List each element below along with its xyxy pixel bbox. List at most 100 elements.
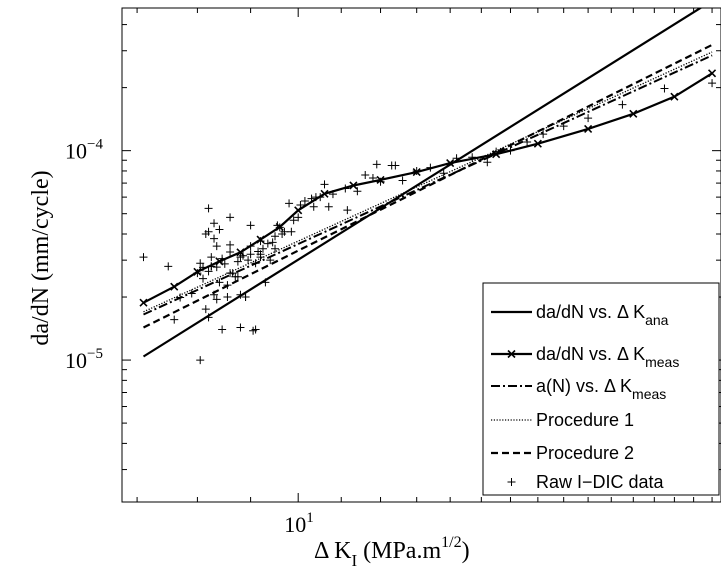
raw-point (220, 259, 229, 268)
series-marker (349, 181, 358, 190)
series-line-1 (142, 8, 703, 358)
legend-label: Procedure 1 (536, 410, 634, 430)
series-marker (170, 282, 179, 291)
raw-point (236, 290, 245, 299)
raw-point (296, 201, 305, 210)
raw-point (207, 262, 216, 271)
legend-label: da/dN vs. Δ Kmeas (536, 344, 679, 370)
raw-point (187, 289, 196, 298)
raw-point (239, 251, 248, 260)
raw-point (244, 256, 253, 265)
raw-point (289, 216, 298, 225)
raw-point (212, 242, 221, 251)
raw-point (223, 281, 232, 290)
raw-point (309, 202, 318, 211)
series-line-4 (143, 51, 713, 313)
raw-point (226, 213, 235, 222)
series-marker (139, 298, 148, 307)
raw-point (210, 234, 219, 243)
raw-point (376, 177, 385, 186)
y-axis-ticks: 10−510−4 (65, 24, 721, 471)
legend-label: da/dN vs. Δ Kana (536, 302, 669, 328)
raw-point (483, 158, 492, 167)
raw-point (263, 239, 272, 248)
y-tick-label-exp: −4 (87, 137, 103, 153)
raw-data-points (139, 79, 717, 365)
raw-point (164, 262, 173, 271)
raw-point (233, 272, 242, 281)
raw-point (241, 293, 250, 302)
y-tick-label: 10−5 (65, 346, 103, 373)
raw-point (278, 229, 287, 238)
x-axis-label-main: Δ K (314, 538, 352, 564)
raw-point (256, 237, 265, 246)
raw-point (398, 176, 407, 185)
raw-point (506, 146, 515, 155)
raw-point (368, 174, 377, 183)
raw-point (212, 295, 221, 304)
legend-label: Raw I−DIC data (536, 472, 665, 492)
series-marker (533, 139, 542, 148)
raw-point (271, 244, 280, 253)
raw-point (343, 206, 352, 215)
raw-point (215, 278, 224, 287)
raw-point (468, 153, 477, 162)
legend-label: Procedure 2 (536, 443, 634, 463)
x-tick-label-base: 10 (284, 512, 306, 537)
series-marker (629, 109, 638, 118)
raw-point (300, 196, 309, 205)
raw-point (196, 259, 205, 268)
raw-point (246, 250, 255, 259)
series-marker (707, 69, 717, 78)
raw-point (226, 248, 235, 257)
raw-point (212, 263, 221, 272)
raw-point (266, 256, 275, 265)
x-axis-ticks: 101 (136, 8, 713, 537)
series-line-3 (143, 54, 713, 316)
legend-label-sub: meas (645, 354, 679, 370)
raw-point (199, 274, 208, 283)
raw-point (207, 253, 216, 262)
legend-label-main: da/dN vs. Δ K (536, 302, 645, 322)
legend-label-sub: ana (645, 312, 669, 328)
raw-point (660, 84, 669, 93)
x-axis-label-sub: I (351, 551, 357, 570)
raw-point (218, 325, 227, 334)
raw-point (391, 161, 400, 170)
raw-point (307, 194, 316, 203)
raw-point (210, 290, 219, 299)
raw-point (199, 263, 208, 272)
legend-swatch (507, 478, 516, 486)
raw-point (223, 293, 232, 302)
raw-point (226, 240, 235, 249)
x-axis-label-sup: 1/2 (441, 534, 461, 551)
raw-point (341, 184, 350, 193)
legend-label-main: da/dN vs. Δ K (536, 344, 645, 364)
raw-point (273, 221, 282, 230)
raw-point (215, 225, 224, 234)
raw-point (236, 323, 245, 332)
raw-point (271, 232, 280, 241)
raw-point (287, 227, 296, 236)
raw-point (196, 356, 205, 365)
raw-point (320, 180, 329, 189)
raw-point (439, 169, 448, 178)
raw-point (176, 293, 185, 302)
raw-point (246, 221, 255, 230)
raw-point (261, 278, 270, 287)
raw-point (251, 325, 260, 334)
raw-point (139, 253, 148, 262)
raw-point (708, 79, 717, 88)
raw-point (311, 193, 320, 202)
raw-point (218, 254, 227, 263)
legend-swatch-marker (507, 349, 516, 359)
legend-box (482, 282, 720, 496)
raw-point (268, 238, 277, 247)
raw-point (328, 190, 337, 199)
y-tick-label-exp: −5 (87, 346, 103, 362)
raw-point (204, 204, 213, 213)
raw-point (193, 269, 202, 278)
series-marker (584, 124, 593, 133)
raw-point (246, 242, 255, 251)
